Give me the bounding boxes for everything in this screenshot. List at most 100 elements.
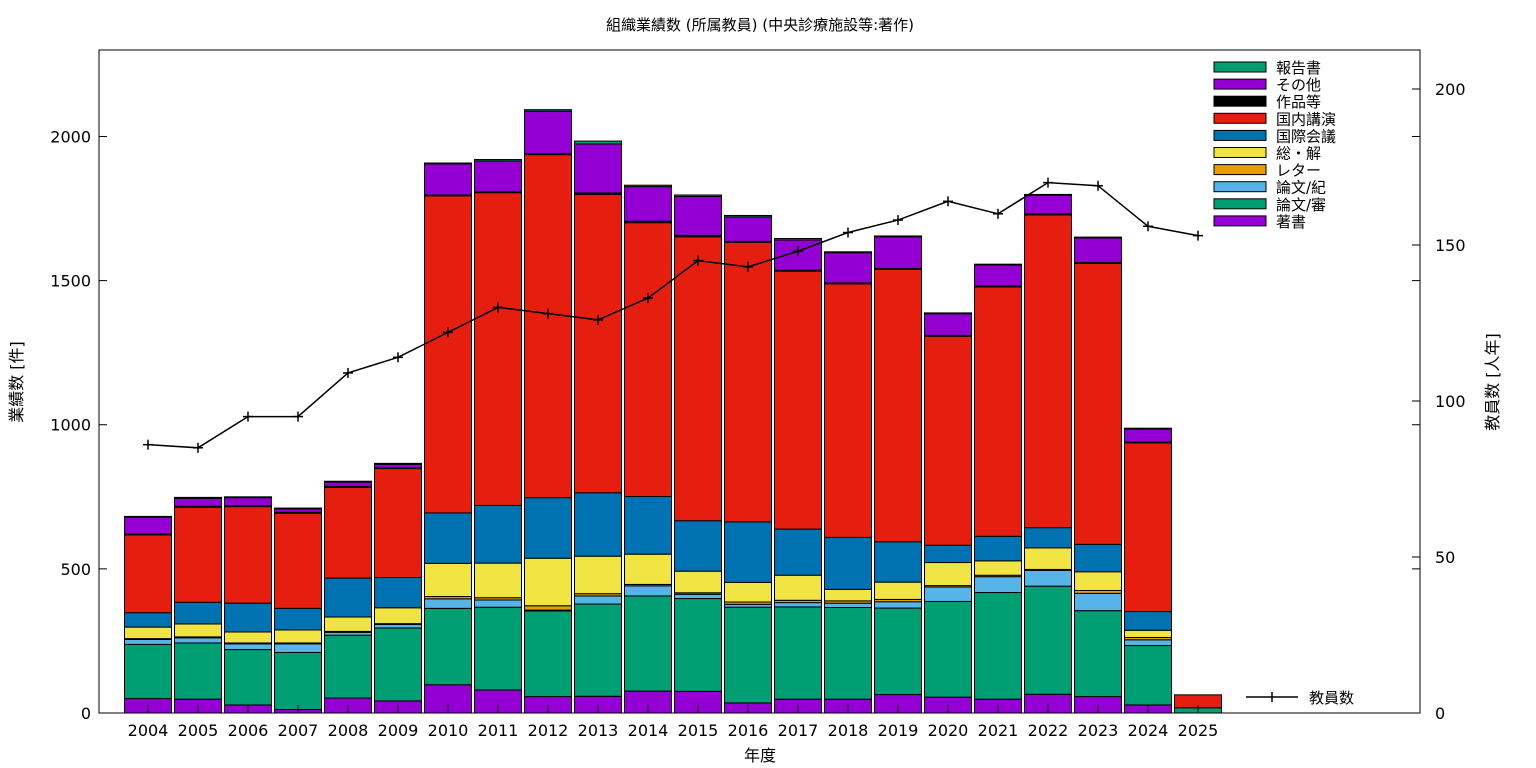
bar-segment (924, 313, 972, 336)
bar-segment (574, 595, 622, 605)
bar-stack (174, 496, 222, 714)
legend-item: 国内講演 (1213, 110, 1336, 128)
legend-item: 著書 (1213, 213, 1306, 231)
line-point (343, 367, 353, 378)
bar-segment (424, 162, 472, 165)
bar-segment (274, 629, 322, 644)
legend-item: 国際会議 (1213, 127, 1336, 145)
x-tick-label: 2018 (828, 721, 869, 740)
bar-segment (924, 544, 972, 564)
line-point (243, 411, 253, 422)
bar-segment (1024, 194, 1072, 215)
bar-segment (324, 634, 372, 699)
x-tick-label: 2004 (128, 721, 169, 740)
bar-segment (674, 598, 722, 692)
bar-segment (824, 588, 872, 602)
bar-segment (124, 626, 172, 640)
bar-segment (974, 592, 1022, 700)
line-point (943, 196, 953, 207)
x-tick-label: 2014 (628, 721, 669, 740)
bar-segment (474, 504, 522, 564)
y2-tick-label: 150 (1435, 236, 1466, 255)
bar-segment (374, 627, 422, 702)
bar-stack (1124, 427, 1172, 714)
bar-segment (1074, 592, 1122, 612)
legend-swatch (1213, 164, 1267, 176)
line-point (193, 442, 203, 453)
bar-segment (674, 520, 722, 572)
legend-swatch (1213, 181, 1267, 193)
bar-stack (924, 312, 972, 714)
x-tick-label: 2015 (678, 721, 719, 740)
bar-segment (874, 236, 922, 270)
bar-segment (1074, 262, 1122, 545)
line-point (443, 327, 453, 338)
bar-segment (424, 598, 472, 609)
bar-segment (774, 528, 822, 576)
y-tick-label: 2000 (50, 127, 91, 146)
bar-segment (174, 496, 222, 499)
bar-segment (524, 605, 572, 611)
y-axis-ticks: 0 500 1000 1500 2000 (50, 127, 1420, 723)
bar-segment (1124, 428, 1172, 443)
bar-segment (724, 521, 772, 583)
bar-segment (374, 624, 422, 629)
legend-swatch (1213, 215, 1267, 227)
bar-segment (574, 140, 622, 145)
bar-segment (174, 637, 222, 644)
bar-segment (224, 497, 272, 507)
legend-label: 教員数 (1309, 689, 1354, 707)
bar-segment (324, 486, 372, 579)
bar-segment (374, 462, 422, 465)
bar-segment (224, 649, 272, 706)
bar-segment (874, 235, 922, 238)
bar-segment (124, 612, 172, 628)
bar-segment (174, 623, 222, 638)
bar-segment (1124, 442, 1172, 613)
x-tick-label: 2019 (878, 721, 919, 740)
bar-segment (824, 251, 872, 254)
legend-label: その他 (1276, 76, 1321, 94)
x-tick-label: 2010 (428, 721, 469, 740)
bar-segment (574, 193, 622, 494)
bar-stack (624, 184, 672, 714)
x-tick-label: 2013 (578, 721, 619, 740)
line-point (793, 246, 803, 257)
bar-segment (974, 576, 1022, 594)
line-point (843, 227, 853, 238)
y-tick-label: 0 (81, 704, 91, 723)
bar-segment (524, 557, 572, 607)
bar-segment (474, 159, 522, 162)
bar-segment (1024, 193, 1072, 196)
legend-label: レター (1276, 162, 1321, 180)
bar-segment (1124, 639, 1172, 647)
bar-segment (524, 497, 572, 559)
x-tick-label: 2011 (478, 721, 519, 740)
bar-segment (224, 643, 272, 651)
bar-segment (424, 607, 472, 686)
x-tick-label: 2025 (1178, 721, 1219, 740)
bar-segment (124, 534, 172, 614)
bar-segment (274, 512, 322, 609)
x-tick-label: 2020 (928, 721, 969, 740)
x-tick-label: 2021 (978, 721, 1019, 740)
bar-segment (174, 497, 222, 507)
bar-segment (1074, 610, 1122, 698)
bar-segment (974, 286, 1022, 537)
bar-segment (524, 610, 572, 698)
y2-axis-ticks: 0 50 100 150 200 (1412, 80, 1466, 723)
bar-segment (824, 283, 872, 538)
bar-segment (924, 562, 972, 587)
bar-segment (674, 195, 722, 236)
legend-label: 論文/紀 (1276, 179, 1326, 197)
bar-segment (1024, 569, 1072, 587)
chart-title: 組織業績数 (所属教員) (中央診療施設等:著作) (606, 16, 914, 34)
x-tick-label: 2005 (178, 721, 219, 740)
bar-stack (974, 263, 1022, 714)
x-tick-label: 2016 (728, 721, 769, 740)
bar-segment (274, 643, 322, 653)
bar-segment (1024, 547, 1072, 570)
line-point (293, 411, 303, 422)
x-tick-label: 2017 (778, 721, 819, 740)
